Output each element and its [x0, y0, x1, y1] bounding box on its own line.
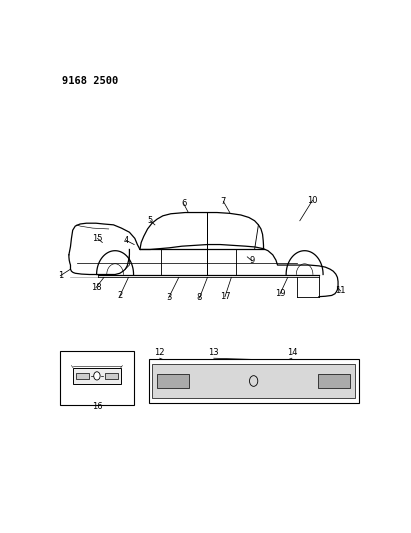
Text: 15: 15 — [92, 234, 103, 243]
Bar — [152, 365, 355, 398]
Bar — [157, 374, 189, 387]
Bar — [76, 373, 89, 379]
Text: 16: 16 — [92, 402, 102, 411]
Text: 6: 6 — [181, 199, 186, 208]
Text: 9: 9 — [249, 256, 255, 265]
Text: 1: 1 — [58, 271, 63, 280]
Circle shape — [94, 372, 100, 380]
Text: 2: 2 — [117, 292, 122, 300]
Text: 18: 18 — [91, 283, 101, 292]
Text: 3: 3 — [166, 293, 171, 302]
Text: 8: 8 — [197, 293, 202, 302]
Bar — [73, 368, 121, 384]
Text: 17: 17 — [219, 292, 230, 301]
Bar — [60, 351, 134, 405]
Text: 10: 10 — [307, 196, 318, 205]
Text: 9168 2500: 9168 2500 — [62, 76, 118, 86]
Text: 4: 4 — [124, 236, 129, 245]
Text: 14: 14 — [286, 349, 297, 358]
Bar — [148, 359, 359, 402]
Text: 13: 13 — [208, 349, 219, 358]
Text: 11: 11 — [335, 286, 346, 295]
Circle shape — [249, 376, 258, 386]
Text: 19: 19 — [275, 289, 285, 298]
Bar — [105, 373, 118, 379]
Bar — [318, 374, 350, 387]
Text: 5: 5 — [148, 216, 153, 225]
Text: 12: 12 — [155, 349, 165, 358]
Text: 7: 7 — [221, 197, 226, 206]
